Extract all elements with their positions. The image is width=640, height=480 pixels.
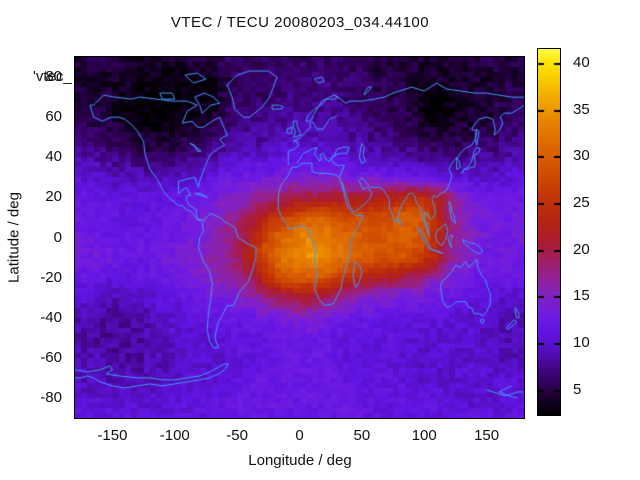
x-tick-label: 100 [411,427,437,444]
colorbar-tick-label: 25 [573,194,590,212]
y-tick-label: -40 [40,308,62,326]
y-tick-label: 0 [53,228,62,246]
x-axis-label: Longitude / deg [248,452,352,469]
colorbar-tick-label: 30 [573,147,590,165]
heatmap-canvas [75,57,524,418]
colorbar-tick-label: 35 [573,100,590,118]
colorbar-tick-label: 20 [573,240,590,258]
x-tick-label: -150 [97,427,128,444]
x-tick-label: 0 [295,427,304,444]
y-tick-label: 80 [45,68,62,86]
x-tick-label: -50 [226,427,248,444]
y-tick-label: 60 [45,108,62,126]
colorbar-tick-label: 10 [573,334,590,352]
colorbar-tick-label: 5 [573,380,582,398]
x-tick-label: -100 [159,427,190,444]
y-tick-label: -80 [40,388,62,406]
chart-title: VTEC / TECU 20080203_034.44100 [170,14,430,31]
colorbar [537,48,561,416]
overlay-label: 'vtec_ [33,68,72,85]
colorbar-tick-label: 15 [573,287,590,305]
y-tick-label: -60 [40,348,62,366]
colorbar-canvas [538,49,560,415]
x-tick-label: 150 [474,427,500,444]
x-tick-label: 50 [353,427,371,444]
plot-area [74,56,525,419]
colorbar-tick-label: 40 [573,54,590,71]
y-tick-label: 40 [45,148,62,166]
y-tick-label: 20 [45,188,62,206]
y-tick-label: -20 [40,268,62,286]
